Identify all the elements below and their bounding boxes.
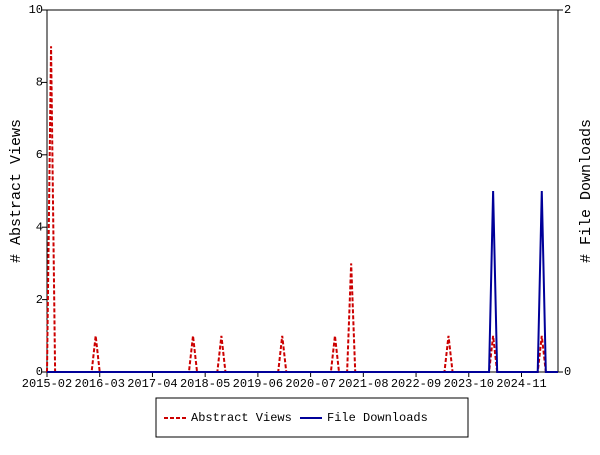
x-tick-label: 2018-05 bbox=[180, 377, 230, 391]
y2-axis-label: # File Downloads bbox=[578, 119, 595, 263]
legend-label: Abstract Views bbox=[191, 411, 292, 425]
y-tick-label: 0 bbox=[36, 365, 43, 379]
y-axis-label: # Abstract Views bbox=[8, 119, 25, 263]
x-tick-label: 2024-11 bbox=[496, 377, 546, 391]
series-line bbox=[46, 46, 558, 373]
x-tick-label: 2017-04 bbox=[127, 377, 177, 391]
x-tick-label: 2022-09 bbox=[391, 377, 441, 391]
y-tick-label: 10 bbox=[29, 3, 43, 17]
x-tick-label: 2020-07 bbox=[285, 377, 335, 391]
legend-label: File Downloads bbox=[327, 411, 428, 425]
y-tick-label: 6 bbox=[36, 148, 43, 162]
y-tick-label: 4 bbox=[36, 220, 43, 234]
x-tick-label: 2015-02 bbox=[22, 377, 72, 391]
x-tick-label: 2021-08 bbox=[338, 377, 388, 391]
series-line bbox=[47, 190, 558, 373]
y2-tick-label: 2 bbox=[564, 3, 571, 17]
plot-frame bbox=[46, 9, 559, 373]
y-tick-label: 2 bbox=[36, 293, 43, 307]
y-tick-label: 8 bbox=[36, 76, 43, 90]
x-tick-label: 2016-03 bbox=[75, 377, 125, 391]
x-tick-label: 2019-06 bbox=[233, 377, 283, 391]
y2-tick-label: 0 bbox=[564, 365, 571, 379]
x-tick-label: 2023-10 bbox=[444, 377, 494, 391]
